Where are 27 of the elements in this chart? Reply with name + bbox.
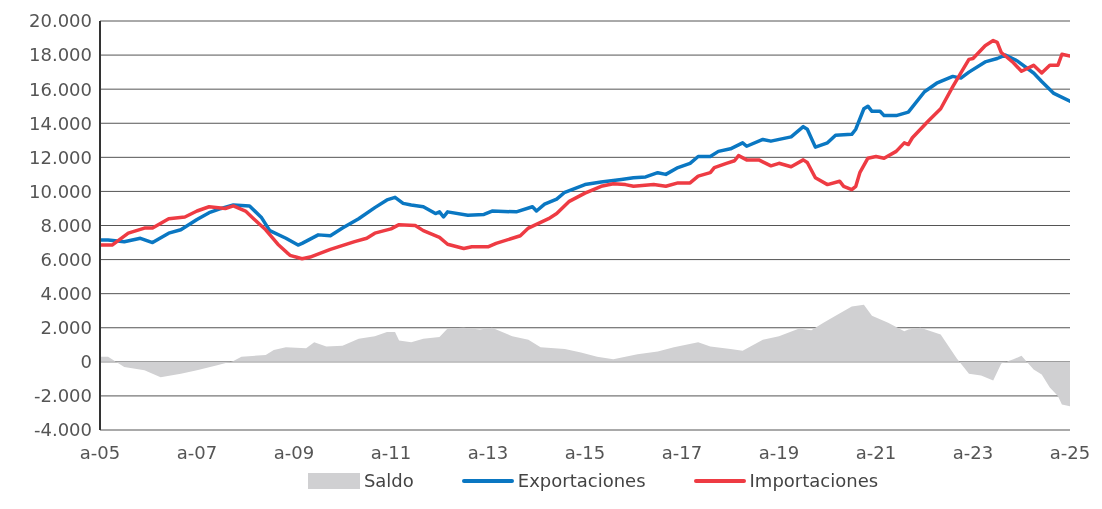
y-tick-label: 10.000 xyxy=(29,180,92,202)
y-tick-label: 12.000 xyxy=(29,146,92,168)
y-tick-label: 20.000 xyxy=(29,10,92,32)
y-tick-label: -4.000 xyxy=(33,419,92,441)
y-tick-label: 14.000 xyxy=(29,112,92,134)
legend-label: Exportaciones xyxy=(517,470,646,491)
x-tick-label: a-25 xyxy=(1049,441,1091,463)
y-tick-label: 4.000 xyxy=(40,283,92,305)
x-tick-label: a-09 xyxy=(273,441,315,463)
x-tick-label: a-15 xyxy=(564,441,606,463)
x-tick-label: a-13 xyxy=(467,441,509,463)
x-tick-label: a-17 xyxy=(661,441,703,463)
x-tick-label: a-23 xyxy=(952,441,994,463)
y-tick-label: 6.000 xyxy=(40,248,92,270)
x-tick-label: a-19 xyxy=(758,441,800,463)
y-tick-label: 18.000 xyxy=(29,44,92,66)
legend-label: Saldo xyxy=(363,470,414,491)
x-tick-label: a-11 xyxy=(370,441,412,463)
x-tick-label: a-07 xyxy=(176,441,218,463)
x-tick-label: a-05 xyxy=(79,441,121,463)
y-tick-label: 8.000 xyxy=(40,214,92,236)
y-tick-label: 2.000 xyxy=(40,317,92,339)
y-tick-label: 16.000 xyxy=(29,78,92,100)
legend-label: Importaciones xyxy=(749,470,879,491)
y-tick-label: 0 xyxy=(80,351,92,373)
y-tick-label: -2.000 xyxy=(33,385,92,407)
x-tick-label: a-21 xyxy=(855,441,897,463)
